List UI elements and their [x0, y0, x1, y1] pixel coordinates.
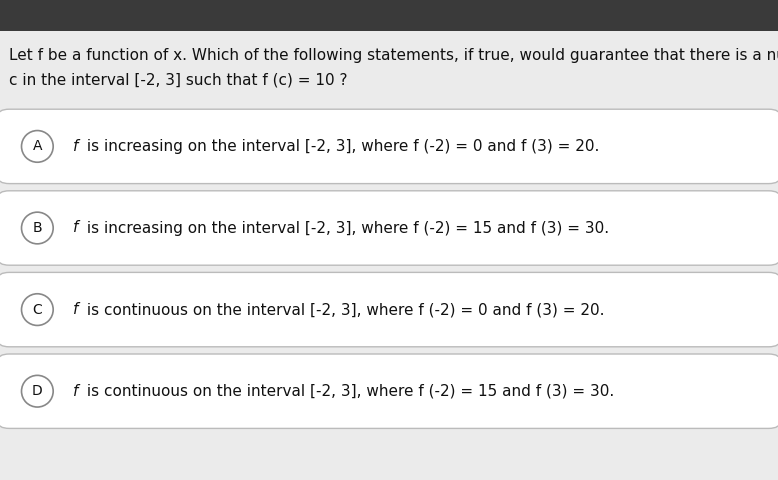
Text: f: f	[73, 384, 79, 399]
Text: B: B	[33, 221, 42, 235]
Text: is continuous on the interval [-2, 3], where f (-2) = 15 and f (3) = 30.: is continuous on the interval [-2, 3], w…	[82, 384, 615, 399]
Text: A: A	[33, 139, 42, 154]
Ellipse shape	[22, 294, 53, 325]
FancyBboxPatch shape	[0, 354, 778, 428]
FancyBboxPatch shape	[0, 109, 778, 184]
Ellipse shape	[22, 375, 53, 407]
Ellipse shape	[22, 131, 53, 162]
FancyBboxPatch shape	[0, 191, 778, 265]
Text: Let f be a function of x. Which of the following statements, if true, would guar: Let f be a function of x. Which of the f…	[9, 48, 778, 63]
FancyBboxPatch shape	[0, 273, 778, 347]
Ellipse shape	[22, 212, 53, 244]
Text: is continuous on the interval [-2, 3], where f (-2) = 0 and f (3) = 20.: is continuous on the interval [-2, 3], w…	[82, 302, 605, 317]
Text: is increasing on the interval [-2, 3], where f (-2) = 15 and f (3) = 30.: is increasing on the interval [-2, 3], w…	[82, 220, 610, 236]
FancyBboxPatch shape	[0, 0, 778, 31]
Text: c in the interval [-2, 3] such that f (c) = 10 ?: c in the interval [-2, 3] such that f (c…	[9, 73, 348, 88]
Text: f: f	[73, 302, 79, 317]
Text: C: C	[33, 302, 42, 317]
Text: is increasing on the interval [-2, 3], where f (-2) = 0 and f (3) = 20.: is increasing on the interval [-2, 3], w…	[82, 139, 600, 154]
Text: f: f	[73, 220, 79, 236]
Text: D: D	[32, 384, 43, 398]
Text: f: f	[73, 139, 79, 154]
